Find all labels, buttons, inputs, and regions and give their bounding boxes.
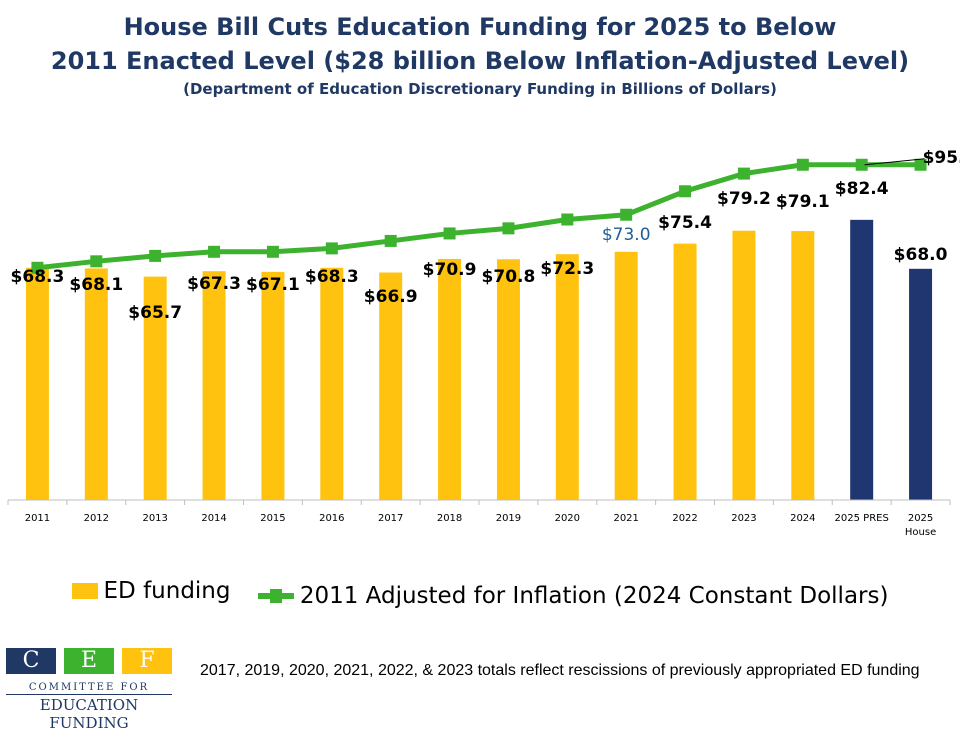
- cef-logo: C E F COMMITTEE FOR EDUCATION FUNDING: [6, 648, 172, 732]
- bar-2013: [143, 276, 167, 500]
- bar-2025-house: [909, 268, 933, 500]
- data-label-2025-pres: $82.4: [835, 179, 889, 199]
- data-label-2020: $72.3: [540, 259, 594, 279]
- bar-2018: [438, 258, 462, 500]
- x-tick-label: 2014: [201, 513, 226, 524]
- bar-2014: [202, 271, 226, 500]
- data-label-2023: $79.2: [717, 189, 771, 209]
- chart-title-block: House Bill Cuts Education Funding for 20…: [0, 10, 960, 100]
- inflation-marker-2021: [620, 208, 633, 221]
- logo-box-f: F: [122, 648, 172, 674]
- inflation-marker-2015: [266, 245, 279, 258]
- x-tick-label: 2020: [555, 513, 580, 524]
- inflation-marker-2017: [384, 234, 397, 247]
- bar-line-chart: 2011 2012 2013 2014 2015 2016 2017 2018 2019 2020…: [7, 148, 960, 538]
- inflation-marker-2020: [561, 213, 574, 226]
- data-label-2014: $67.3: [187, 274, 241, 294]
- x-tick-label: 2021: [613, 513, 638, 524]
- legend-item-ed-funding: ED funding: [71, 578, 231, 604]
- legend-item-inflation-line: 2011 Adjusted for Inflation (2024 Consta…: [257, 583, 889, 609]
- inflation-marker-2023: [737, 167, 750, 180]
- legend-label-ed-funding: ED funding: [103, 578, 231, 604]
- x-tick-label: 2017: [378, 513, 403, 524]
- x-tick-label: 2024: [790, 513, 815, 524]
- bar-2022: [673, 243, 697, 500]
- bar-2023: [732, 230, 756, 500]
- bar-2020: [555, 254, 579, 500]
- footnote: 2017, 2019, 2020, 2021, 2022, & 2023 tot…: [200, 662, 920, 679]
- end-label-leader: [864, 158, 925, 166]
- data-label-2015: $67.1: [246, 275, 300, 295]
- x-tick-label: House: [905, 527, 936, 538]
- chart-subtitle: (Department of Education Discretionary F…: [183, 80, 777, 98]
- bar-2021: [614, 251, 638, 500]
- x-tick-label: 2013: [142, 513, 167, 524]
- data-label-2024: $79.1: [776, 192, 830, 212]
- data-label-2021: $73.0: [602, 225, 651, 245]
- inflation-marker-2025-pres: [855, 158, 868, 171]
- inflation-marker-2011: [31, 261, 44, 274]
- x-tick-label: 2018: [437, 513, 462, 524]
- data-label-2017: $66.9: [364, 287, 418, 307]
- x-tick-label: 2015: [260, 513, 285, 524]
- inflation-marker-2018: [443, 227, 456, 240]
- bar-2019: [496, 259, 520, 500]
- legend-label-inflation: 2011 Adjusted for Inflation (2024 Consta…: [299, 583, 889, 609]
- inflation-marker-2014: [208, 245, 221, 258]
- data-label-2025-house: $68.0: [894, 245, 948, 265]
- logo-box-c: C: [6, 648, 56, 674]
- x-tick-label: 2023: [731, 513, 756, 524]
- inflation-marker-2024: [796, 158, 809, 171]
- x-tick-label: 2016: [319, 513, 344, 524]
- logo-box-e: E: [64, 648, 114, 674]
- data-label-2011: $68.3: [11, 267, 65, 287]
- legend-line-green: [257, 589, 294, 603]
- bar-2024: [791, 231, 815, 500]
- inflation-line: [37, 162, 921, 271]
- x-tick-label: 2019: [496, 513, 521, 524]
- chart-title-line-1: House Bill Cuts Education Funding for 20…: [123, 13, 837, 41]
- logo-text-line-1: COMMITTEE FOR: [28, 682, 150, 693]
- x-tick-label: 2012: [84, 513, 109, 524]
- data-label-2016: $68.3: [305, 267, 359, 287]
- logo-divider: [6, 694, 172, 695]
- bar-2017: [379, 272, 403, 500]
- data-label-2012: $68.1: [69, 275, 123, 295]
- inflation-marker-2025-house: [914, 158, 927, 171]
- bar-2011: [25, 267, 49, 500]
- x-tick-label: 2022: [672, 513, 697, 524]
- data-label-2013: $65.7: [128, 303, 182, 323]
- chart-title-line-2: 2011 Enacted Level ($28 billion Below In…: [50, 47, 910, 75]
- legend-swatch-gold: [71, 583, 98, 599]
- chart-legend: ED funding 2011 Adjusted for Inflation (…: [0, 578, 960, 609]
- inflation-marker-2022: [679, 185, 692, 198]
- bar-2025-pres: [850, 219, 874, 500]
- data-label-2022: $75.4: [658, 213, 712, 233]
- inflation-end-label: $95.7: [923, 148, 960, 168]
- bar-2016: [320, 267, 344, 500]
- inflation-marker-2019: [502, 222, 515, 235]
- data-label-2019: $70.8: [482, 267, 536, 287]
- logo-text-line-2: EDUCATION FUNDING: [39, 696, 139, 732]
- bar-2012: [84, 268, 108, 500]
- inflation-marker-2012: [90, 255, 103, 268]
- x-tick-label: 2011: [25, 513, 50, 524]
- x-tick-label: 2025: [908, 513, 933, 524]
- data-label-2018: $70.9: [423, 260, 477, 280]
- inflation-marker-2016: [325, 242, 338, 255]
- inflation-marker-2013: [149, 249, 162, 262]
- x-tick-label: 2025 PRES: [835, 513, 889, 524]
- bar-2015: [261, 271, 285, 500]
